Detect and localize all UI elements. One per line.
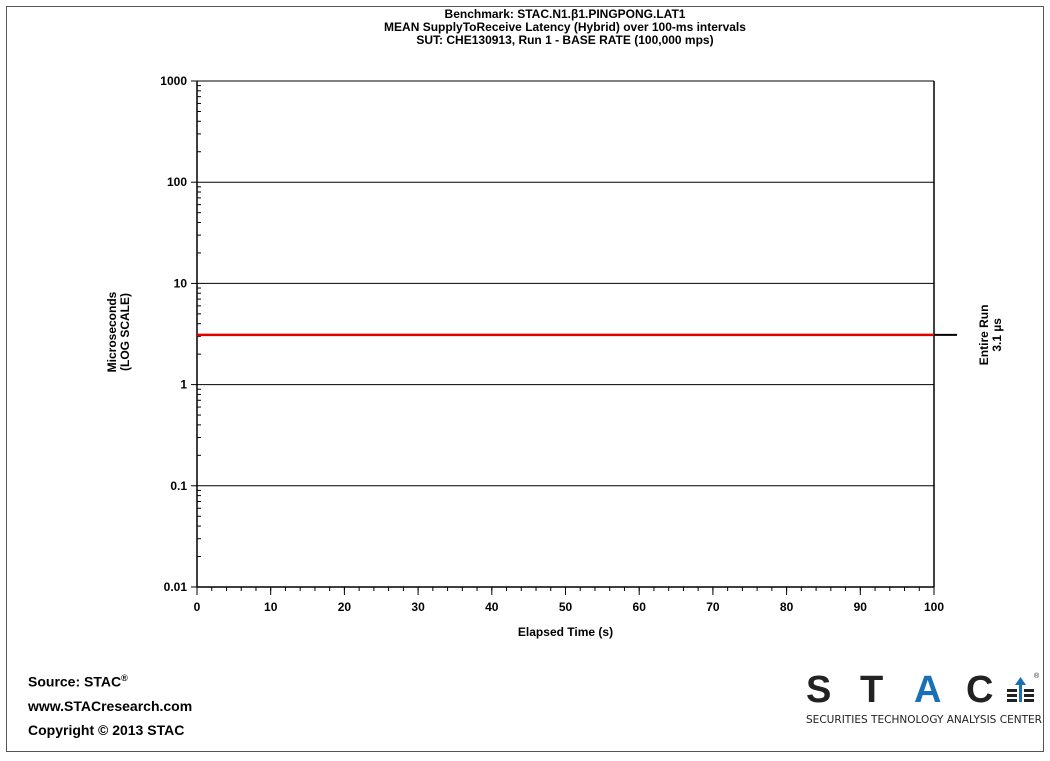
- x-tick-label: 60: [633, 600, 647, 614]
- grid-lines: [197, 80, 934, 487]
- x-axis-label: Elapsed Time (s): [518, 625, 613, 639]
- y-axis-label: Microseconds(LOG SCALE): [105, 291, 132, 372]
- source-block: Source: STAC® www.STACresearch.com Copyr…: [28, 666, 192, 742]
- title-line-3: SUT: CHE130913, Run 1 - BASE RATE (100,0…: [416, 33, 713, 47]
- axes: [191, 80, 935, 595]
- bar-stack-icon: [1007, 677, 1034, 702]
- x-tick-label: 70: [706, 600, 720, 614]
- source-line: Source: STAC®: [28, 673, 128, 690]
- source-copyright: Copyright © 2013 STAC: [28, 721, 185, 738]
- x-tick-label: 30: [411, 600, 425, 614]
- x-tick-label: 10: [264, 600, 278, 614]
- axis-labels: Elapsed Time (s) Microseconds(LOG SCALE): [105, 291, 613, 639]
- entire-run-label: Entire Run3.1 µs: [977, 305, 1004, 366]
- y-tick-label: 0.01: [164, 580, 188, 594]
- title-line-2: MEAN SupplyToReceive Latency (Hybrid) ov…: [384, 20, 746, 34]
- x-tick-label: 90: [854, 600, 868, 614]
- y-axis-label-line: (LOG SCALE): [118, 293, 132, 371]
- logo-letter-a: A: [914, 669, 941, 711]
- x-tick-label: 20: [338, 600, 352, 614]
- stac-logo: S T A C ® SECURITIES TECHNOLOGY ANALYSIS…: [806, 669, 1043, 726]
- x-tick-label: 80: [780, 600, 794, 614]
- logo-letter-t: T: [860, 669, 883, 711]
- entire-run-annotation: Entire Run3.1 µs: [934, 305, 1004, 366]
- source-url: www.STACresearch.com: [28, 697, 193, 714]
- entire-run-label-line: Entire Run: [977, 305, 991, 366]
- entire-run-label-line: 3.1 µs: [990, 318, 1004, 352]
- y-tick-label: 1: [180, 378, 187, 392]
- x-tick-label: 100: [924, 600, 944, 614]
- logo-registered-mark: ®: [1034, 672, 1040, 680]
- y-tick-labels: 0.01 0.1 1 10 100 1000: [160, 74, 187, 594]
- logo-tagline: SECURITIES TECHNOLOGY ANALYSIS CENTER: [806, 714, 1043, 726]
- logo-letter-c: C: [966, 669, 993, 711]
- y-axis-label-line: Microseconds: [105, 291, 119, 372]
- logo-letter-s: S: [806, 669, 831, 711]
- x-tick-label: 50: [559, 600, 573, 614]
- y-tick-label: 100: [167, 175, 187, 189]
- y-tick-label: 10: [174, 276, 188, 290]
- x-tick-label: 0: [194, 600, 201, 614]
- x-tick-label: 40: [485, 600, 499, 614]
- y-tick-label: 0.1: [170, 479, 187, 493]
- title-line-1: Benchmark: STAC.N1.β1.PINGPONG.LAT1: [445, 7, 686, 21]
- x-tick-labels: 0 10 20 30 40 50 60 70 80 90 100: [194, 600, 945, 614]
- y-tick-label: 1000: [160, 74, 187, 88]
- chart-title: Benchmark: STAC.N1.β1.PINGPONG.LAT1MEAN …: [384, 7, 746, 47]
- chart-frame: [6, 6, 1044, 752]
